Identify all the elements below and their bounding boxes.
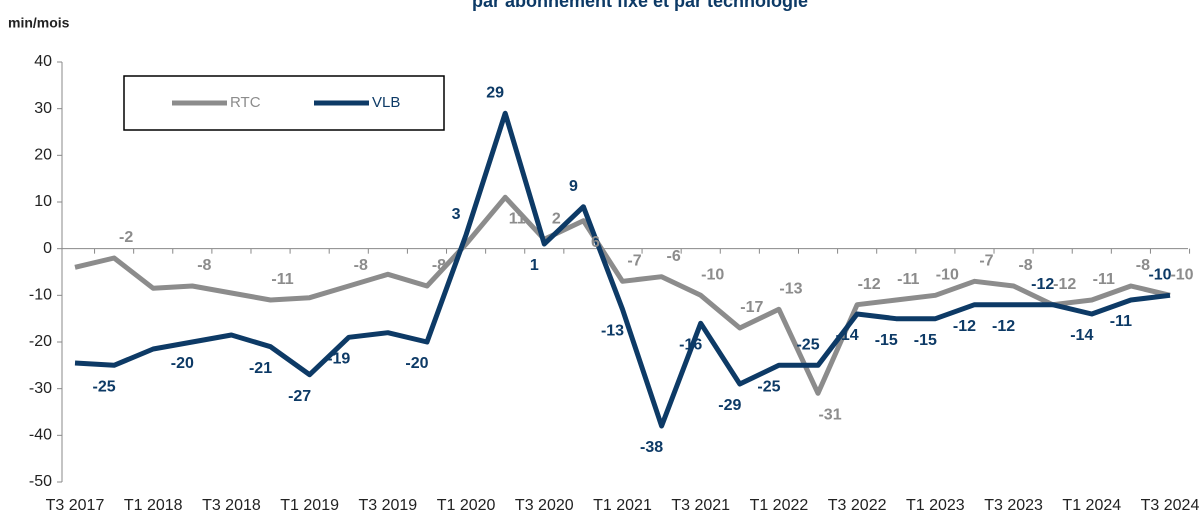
x-tick-label: T3 2019	[358, 497, 417, 514]
data-label: -11	[271, 271, 293, 288]
data-label: -11	[1093, 271, 1115, 288]
data-label: -11	[897, 271, 919, 288]
data-label: 11	[509, 211, 526, 228]
x-tick-label: T3 2022	[828, 497, 887, 514]
legend-label: RTC	[230, 94, 261, 111]
data-label: -31	[818, 407, 841, 424]
data-label: -8	[1018, 257, 1032, 274]
x-tick-label: T1 2022	[750, 497, 809, 514]
data-label: -2	[119, 229, 133, 246]
y-tick-label: 0	[43, 240, 52, 257]
data-label: -25	[757, 379, 780, 396]
data-label: 3	[452, 206, 461, 223]
series-line	[74, 110, 1171, 429]
y-tick-label: 20	[34, 147, 52, 164]
data-label: -10	[1170, 267, 1193, 284]
data-label: -10	[1148, 267, 1171, 284]
data-label: -15	[875, 332, 898, 349]
y-tick-label: -50	[29, 473, 52, 490]
x-tick-label: T3 2023	[984, 497, 1043, 514]
data-label: -13	[601, 323, 624, 340]
x-tick-label: T1 2018	[124, 497, 183, 514]
data-label: 6	[591, 234, 600, 251]
data-label: -12	[1031, 276, 1054, 293]
x-tick-label: T1 2024	[1062, 497, 1121, 514]
x-tick-label: T3 2017	[46, 497, 105, 514]
x-tick-label: T1 2021	[593, 497, 652, 514]
data-label: -25	[796, 337, 819, 354]
data-label: -6	[666, 248, 680, 265]
legend-label: VLB	[372, 94, 400, 111]
data-label: 9	[569, 178, 578, 195]
x-tick-label: T1 2019	[280, 497, 339, 514]
y-tick-label: -10	[29, 287, 52, 304]
data-label: -7	[627, 253, 641, 270]
data-label: -8	[197, 257, 211, 274]
data-label: -11	[1110, 313, 1132, 330]
chart-title: par abonnement fixe et par technologie	[472, 0, 808, 11]
data-label: -14	[836, 327, 859, 344]
data-label: -20	[405, 355, 428, 372]
data-label: 29	[486, 85, 504, 102]
data-label: -13	[779, 281, 802, 298]
data-label: -8	[354, 257, 368, 274]
data-label: -21	[249, 360, 272, 377]
y-tick-label: -40	[29, 427, 52, 444]
data-label: 1	[530, 257, 539, 274]
x-tick-label: T3 2018	[202, 497, 261, 514]
data-label: -8	[432, 257, 446, 274]
data-label: -12	[1053, 276, 1076, 293]
data-label: -16	[679, 337, 702, 354]
data-label: -25	[93, 379, 116, 396]
data-label: -15	[914, 332, 937, 349]
data-label: -29	[718, 397, 741, 414]
data-label: -8	[1136, 257, 1150, 274]
y-tick-label: -30	[29, 380, 52, 397]
x-tick-label: T1 2020	[437, 497, 496, 514]
y-axis-label: min/mois	[8, 15, 70, 31]
y-tick-label: -20	[29, 333, 52, 350]
data-label: -27	[288, 388, 311, 405]
data-label: -38	[640, 439, 663, 456]
data-label: 2	[552, 211, 561, 228]
legend-box	[123, 75, 445, 131]
data-label: -10	[701, 267, 724, 284]
data-label: -12	[992, 318, 1015, 335]
data-label: -19	[327, 351, 350, 368]
y-tick-label: 10	[34, 193, 52, 210]
data-label: -12	[858, 276, 881, 293]
data-label: -10	[936, 267, 959, 284]
x-tick-label: T3 2024	[1141, 497, 1200, 514]
data-label: -17	[740, 299, 763, 316]
data-label: -20	[171, 355, 194, 372]
data-label: -12	[953, 318, 976, 335]
x-tick-label: T3 2020	[515, 497, 574, 514]
data-label: -14	[1070, 327, 1093, 344]
x-tick-label: T3 2021	[671, 497, 730, 514]
data-label: -7	[979, 253, 993, 270]
series-line	[74, 194, 1171, 396]
y-tick-label: 30	[34, 100, 52, 117]
x-tick-label: T1 2023	[906, 497, 965, 514]
y-tick-label: 40	[34, 53, 52, 70]
